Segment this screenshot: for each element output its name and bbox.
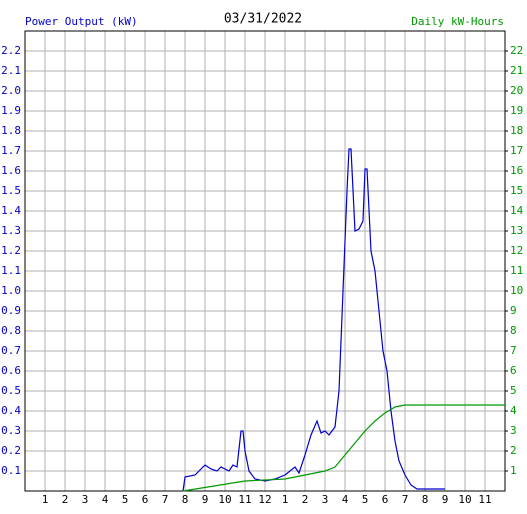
y2-tick-label: 16 xyxy=(510,164,523,177)
x-tick-label: 5 xyxy=(122,493,129,506)
y-tick-label: 1.6 xyxy=(1,164,21,177)
x-tick-label: 7 xyxy=(402,493,409,506)
y-tick-label: 2.1 xyxy=(1,64,21,77)
y-tick-label: 1.7 xyxy=(1,144,21,157)
x-tick-label: 3 xyxy=(322,493,329,506)
y-tick-label: 1.8 xyxy=(1,124,21,137)
y2-tick-label: 6 xyxy=(510,364,517,377)
x-tick-label: 3 xyxy=(82,493,89,506)
y2-tick-label: 11 xyxy=(510,264,523,277)
y-tick-label: 1.4 xyxy=(1,204,21,217)
x-tick-label: 2 xyxy=(62,493,69,506)
x-tick-label: 6 xyxy=(142,493,149,506)
chart-title: 03/31/2022 xyxy=(224,12,302,27)
x-tick-label: 10 xyxy=(458,493,471,506)
x-tick-label: 6 xyxy=(382,493,389,506)
y2-tick-label: 5 xyxy=(510,384,517,397)
y-tick-label: 0.9 xyxy=(1,304,21,317)
y2-tick-label: 15 xyxy=(510,184,523,197)
x-tick-label: 9 xyxy=(202,493,209,506)
x-tick-label: 8 xyxy=(422,493,429,506)
x-tick-label: 11 xyxy=(238,493,251,506)
y-tick-label: 0.4 xyxy=(1,404,21,417)
y-tick-label: 1.1 xyxy=(1,264,21,277)
y-tick-label: 0.2 xyxy=(1,444,21,457)
y2-tick-label: 20 xyxy=(510,84,523,97)
y-tick-label: 0.7 xyxy=(1,344,21,357)
y-tick-label: 2.2 xyxy=(1,44,21,57)
x-tick-label: 7 xyxy=(162,493,169,506)
y2-tick-label: 7 xyxy=(510,344,517,357)
y2-tick-label: 2 xyxy=(510,444,517,457)
y-tick-label: 0.8 xyxy=(1,324,21,337)
x-tick-label: 12 xyxy=(258,493,271,506)
series-line xyxy=(182,148,445,492)
y-tick-label: 2.0 xyxy=(1,84,21,97)
y2-tick-label: 17 xyxy=(510,144,523,157)
y2-tick-label: 3 xyxy=(510,424,517,437)
y2-tick-label: 18 xyxy=(510,124,523,137)
series-line xyxy=(182,404,505,492)
y-tick-label: 1.2 xyxy=(1,244,21,257)
y-tick-label: 0.1 xyxy=(1,464,21,477)
x-tick-label: 8 xyxy=(182,493,189,506)
x-tick-label: 10 xyxy=(218,493,231,506)
y-tick-label: 0.6 xyxy=(1,364,21,377)
y-tick-label: 0.5 xyxy=(1,384,21,397)
y-tick-label: 1.5 xyxy=(1,184,21,197)
y2-tick-label: 8 xyxy=(510,324,517,337)
y-tick-label: 1.0 xyxy=(1,284,21,297)
x-tick-label: 11 xyxy=(478,493,491,506)
x-tick-label: 1 xyxy=(282,493,289,506)
x-tick-label: 9 xyxy=(442,493,449,506)
x-tick-label: 4 xyxy=(342,493,349,506)
right-axis-label: Daily kW-Hours xyxy=(411,15,504,28)
x-tick-label: 4 xyxy=(102,493,109,506)
y2-tick-label: 21 xyxy=(510,64,523,77)
y-tick-label: 1.9 xyxy=(1,104,21,117)
y2-tick-label: 19 xyxy=(510,104,523,117)
x-tick-label: 1 xyxy=(42,493,49,506)
y-tick-label: 0.3 xyxy=(1,424,21,437)
y2-tick-label: 14 xyxy=(510,204,524,217)
y2-tick-label: 9 xyxy=(510,304,517,317)
x-tick-label: 2 xyxy=(302,493,309,506)
y2-tick-label: 22 xyxy=(510,44,523,57)
y2-tick-label: 12 xyxy=(510,244,523,257)
y2-tick-label: 1 xyxy=(510,464,517,477)
x-tick-label: 5 xyxy=(362,493,369,506)
y2-tick-label: 13 xyxy=(510,224,523,237)
y2-tick-label: 10 xyxy=(510,284,523,297)
y-tick-label: 1.3 xyxy=(1,224,21,237)
y2-tick-label: 4 xyxy=(510,404,517,417)
left-axis-label: Power Output (kW) xyxy=(25,15,138,28)
plot-frame xyxy=(24,30,506,492)
